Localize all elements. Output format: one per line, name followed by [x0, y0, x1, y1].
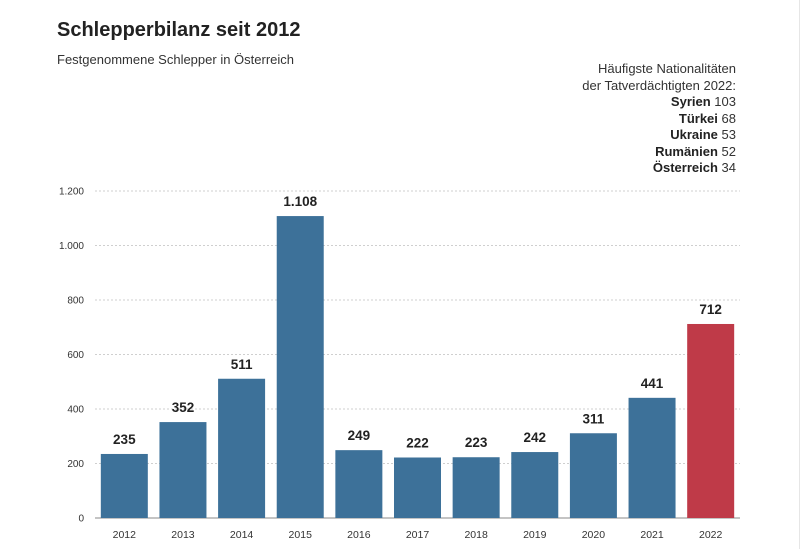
- bar: [100, 453, 148, 518]
- bar-value-label: 249: [348, 428, 371, 443]
- y-tick-label: 1.000: [59, 241, 84, 252]
- x-tick-label: 2018: [464, 529, 488, 541]
- nationalities-heading-line1: Häufigste Nationalitäten: [597, 61, 736, 76]
- bar-value-label: 242: [524, 430, 547, 445]
- nationality-country: Syrien: [670, 94, 711, 109]
- y-tick-label: 400: [67, 405, 84, 416]
- bar: [687, 323, 735, 518]
- bar-value-label: 712: [699, 302, 722, 317]
- bar-value-label: 441: [641, 376, 664, 391]
- chart-title: Schlepperbilanz seit 2012: [57, 19, 301, 41]
- bar: [218, 378, 266, 518]
- bar: [394, 457, 441, 518]
- nationalities-box: Häufigste Nationalitäten der Tatverdächt…: [582, 61, 736, 177]
- x-tick-label: 2019: [523, 529, 547, 541]
- nationality-country: Österreich: [652, 160, 718, 175]
- bar: [276, 216, 324, 518]
- chart-subtitle: Festgenommene Schlepper in Österreich: [57, 52, 295, 67]
- x-tick-label: 2012: [113, 529, 137, 541]
- bar: [511, 452, 559, 518]
- bar-value-label: 222: [406, 436, 429, 451]
- x-tick-label: 2013: [171, 529, 195, 541]
- x-tick-label: 2017: [406, 529, 430, 541]
- nationality-country: Türkei: [678, 110, 718, 126]
- nationality-row: Syrien 103: [582, 94, 736, 111]
- nationality-count: 52: [721, 143, 736, 159]
- bar-value-label: 1.108: [283, 194, 317, 209]
- x-tick-label: 2020: [582, 529, 606, 541]
- bar-value-label: 235: [113, 432, 136, 447]
- x-tick-label: 2014: [230, 529, 254, 541]
- y-tick-label: 800: [67, 296, 84, 307]
- y-tick-label: 1.200: [59, 187, 84, 198]
- y-tick-label: 600: [67, 350, 84, 361]
- bar-value-label: 223: [465, 435, 488, 450]
- bar-value-label: 511: [231, 357, 253, 372]
- nationality-row: Österreich 34: [582, 160, 736, 177]
- bar: [159, 422, 207, 518]
- nationality-country: Ukraine: [670, 127, 718, 142]
- x-tick-label: 2021: [640, 529, 664, 541]
- nationality-row: Ukraine 53: [582, 127, 736, 144]
- bar: [335, 450, 383, 518]
- bar-value-label: 352: [172, 400, 195, 415]
- nationality-count: 68: [721, 110, 736, 126]
- nationality-count: 103: [714, 94, 736, 109]
- y-tick-label: 0: [78, 514, 84, 525]
- x-tick-label: 2015: [289, 529, 313, 541]
- nationality-row: Rumänien 52: [582, 144, 736, 161]
- nationality-count: 53: [721, 127, 736, 142]
- y-tick-label: 200: [67, 459, 84, 470]
- nationality-count: 34: [721, 160, 736, 175]
- nationalities-heading-line2: der Tatverdächtigten 2022:: [582, 77, 736, 93]
- bar: [628, 397, 676, 518]
- nationality-row: Türkei 68: [582, 111, 736, 128]
- x-tick-label: 2022: [699, 529, 723, 541]
- bar: [452, 457, 500, 518]
- bar-value-label: 311: [583, 411, 605, 426]
- bar: [569, 433, 617, 518]
- x-tick-label: 2016: [347, 529, 371, 541]
- nationality-country: Rumänien: [655, 143, 718, 159]
